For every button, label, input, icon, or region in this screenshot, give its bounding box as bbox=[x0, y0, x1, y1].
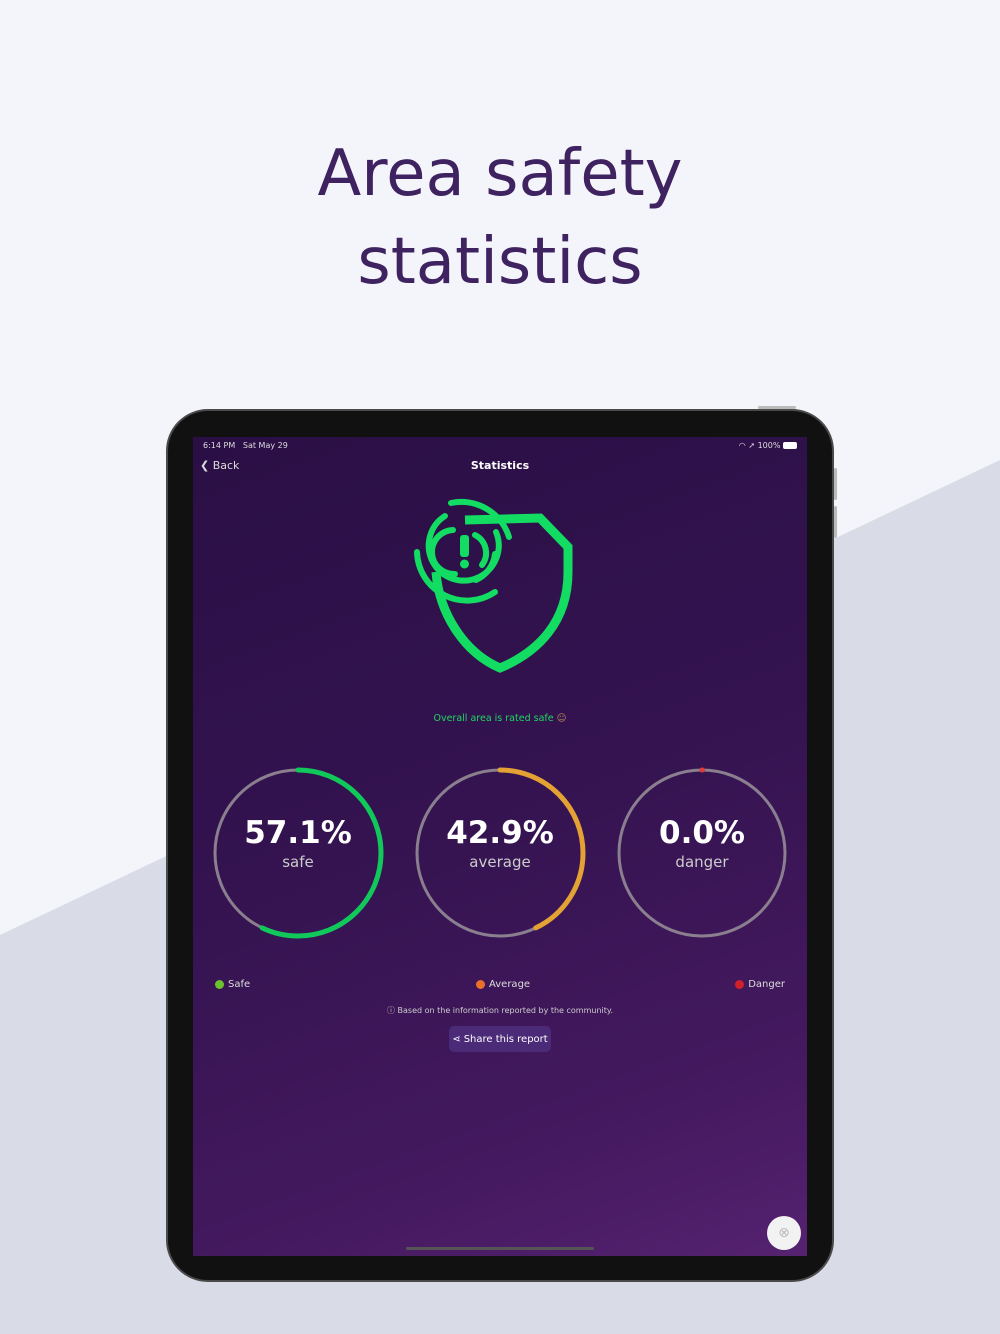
battery-level: 100% bbox=[757, 441, 781, 450]
share-icon: ⋖ bbox=[452, 1033, 461, 1045]
legend-label: Average bbox=[489, 979, 531, 990]
rating-text: Overall area is rated safe bbox=[433, 713, 554, 724]
status-date: Sat May 29 bbox=[242, 441, 288, 450]
share-circle-icon: ⊗ bbox=[778, 1225, 790, 1241]
gauge-label: average bbox=[469, 853, 531, 871]
status-bar: 6:14 PM Sat May 29 ◠ ➚ 100% bbox=[203, 441, 797, 450]
gauge-label: safe bbox=[282, 853, 314, 871]
floating-action-button[interactable]: ⊗ bbox=[767, 1216, 801, 1250]
note-text: Based on the information reported by the… bbox=[397, 1006, 614, 1015]
app-screen: 6:14 PM Sat May 29 ◠ ➚ 100% ❮ Back Stati… bbox=[193, 437, 807, 1256]
back-button[interactable]: ❮ Back bbox=[200, 459, 239, 472]
share-report-button[interactable]: ⋖ Share this report bbox=[449, 1026, 551, 1052]
gauge-average: 42.9% average bbox=[412, 765, 588, 941]
volume-down-button bbox=[834, 506, 837, 538]
danger-dot-icon bbox=[735, 980, 745, 989]
chevron-left-icon: ❮ bbox=[200, 459, 210, 472]
headline-line-2: statistics bbox=[357, 225, 643, 299]
page-headline: Area safety statistics bbox=[0, 130, 1000, 306]
gauge-safe: 57.1% safe bbox=[210, 765, 386, 941]
status-time: 6:14 PM bbox=[203, 441, 236, 450]
power-button bbox=[758, 406, 796, 409]
legend-danger: Danger bbox=[735, 979, 785, 990]
screen-title: Statistics bbox=[470, 459, 530, 472]
home-indicator bbox=[406, 1247, 594, 1250]
rating-message: Overall area is rated safe ☺ bbox=[193, 713, 807, 724]
shield-alert-icon bbox=[414, 498, 573, 673]
wifi-icon: ◠ bbox=[738, 441, 746, 450]
gauge-ring bbox=[616, 767, 788, 939]
gauge-arc bbox=[414, 767, 586, 939]
gauge-percent: 57.1% bbox=[244, 815, 352, 851]
gauge-ring bbox=[414, 767, 586, 939]
community-note: ⓘ Based on the information reported by t… bbox=[193, 1005, 807, 1016]
legend-label: Safe bbox=[228, 979, 251, 990]
headline-line-1: Area safety bbox=[317, 137, 683, 211]
legend-label: Danger bbox=[748, 979, 785, 990]
neutral-face-icon: ☺ bbox=[556, 713, 567, 724]
share-label: Share this report bbox=[463, 1033, 548, 1045]
safe-dot-icon bbox=[215, 980, 224, 989]
gauge-percent: 0.0% bbox=[659, 815, 745, 851]
average-dot-icon bbox=[476, 980, 485, 989]
gauge-percent: 42.9% bbox=[446, 815, 554, 851]
gauge-arc bbox=[212, 767, 384, 939]
gauge-ring bbox=[212, 767, 384, 939]
info-icon: ⓘ bbox=[386, 1006, 395, 1015]
volume-up-button bbox=[834, 468, 837, 500]
battery-icon bbox=[783, 442, 797, 449]
location-icon: ➚ bbox=[748, 441, 756, 450]
gauge-danger: 0.0% danger bbox=[614, 765, 790, 941]
gauge-arc bbox=[616, 767, 788, 939]
legend-average: Average bbox=[476, 979, 530, 990]
back-label: Back bbox=[212, 459, 240, 472]
gauge-label: danger bbox=[675, 853, 729, 871]
legend-safe: Safe bbox=[215, 979, 250, 990]
